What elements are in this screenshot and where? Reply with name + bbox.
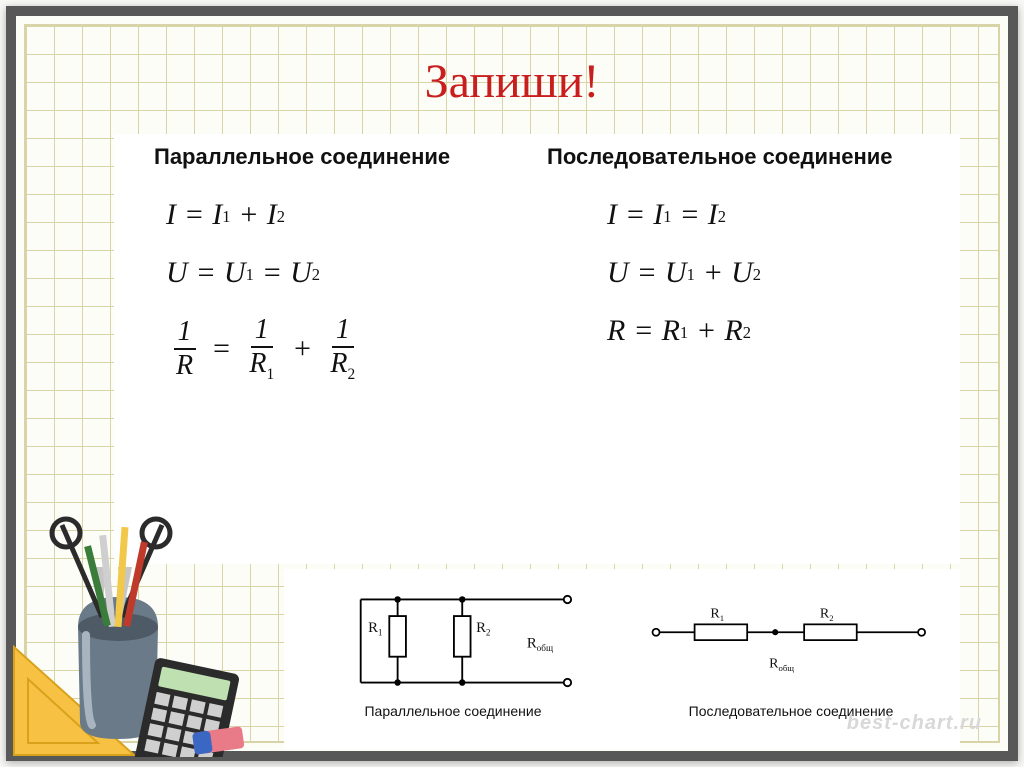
var-I2: I [267,198,277,232]
op-plus: + [696,314,716,348]
heading-series: Последовательное соединение [547,144,920,170]
sub-2: 2 [718,207,726,227]
caption-parallel: Параллельное соединение [364,703,541,719]
num-1: 1 [251,314,273,348]
formula-parallel-voltage: U = U1 = U2 [166,256,527,290]
var-R2: R [724,314,742,348]
var-U1: U [665,256,687,290]
var-I1: I [653,198,663,232]
parallel-circuit-svg: R1 R2 Rобщ [304,581,602,701]
var-U2: U [731,256,753,290]
op-plus: + [239,198,259,232]
sub-1: 1 [663,207,671,227]
label-R2: R2 [476,620,491,638]
whiteboard-frame: Запиши! Параллельное соединение I = I1 +… [6,6,1018,761]
series-circuit-svg: R1 R2 Rобщ [642,581,940,701]
diagram-parallel: R1 R2 Rобщ Параллельное соединение [304,581,602,739]
op-eq: = [184,198,204,232]
heading-parallel: Параллельное соединение [154,144,527,170]
op-eq: = [262,256,282,290]
den-R1-sub: 1 [266,366,274,383]
frac-1-R: 1 R [172,316,197,382]
label-Rtot: Rобщ [769,656,794,673]
label-R1: R1 [368,620,383,638]
sub-2: 2 [277,207,285,227]
page-title: Запиши! [24,54,1000,109]
var-U2: U [290,256,312,290]
op-eq: = [637,256,657,290]
var-R1: R [662,314,680,348]
column-series: Последовательное соединение I = I1 = I2 … [537,144,930,408]
var-R: R [607,314,625,348]
var-I1: I [212,198,222,232]
var-I: I [166,198,176,232]
var-U: U [607,256,629,290]
label-Rtot: Rобщ [527,635,553,653]
den-R1-var: R [249,348,266,379]
var-I: I [607,198,617,232]
formulas-panel: Параллельное соединение I = I1 + I2 U = [114,134,960,564]
formula-parallel-current: I = I1 + I2 [166,198,527,232]
frac-1-R1: 1 R1 [245,314,278,384]
var-U: U [166,256,188,290]
formula-series-resistance: R = R1 + R2 [607,314,920,348]
op-eq: = [625,198,645,232]
den-R2: R2 [326,348,359,384]
frac-1-R2: 1 R2 [326,314,359,384]
column-parallel: Параллельное соединение I = I1 + I2 U = [144,144,537,408]
sub-1: 1 [680,323,688,343]
op-eq: = [196,256,216,290]
den-R2-var: R [330,348,347,379]
sub-2: 2 [753,265,761,285]
den-R1: R1 [245,348,278,384]
label-R1: R1 [710,606,724,623]
sub-1: 1 [246,265,254,285]
den-R: R [172,350,197,382]
label-R2: R2 [820,606,834,623]
sub-2: 2 [743,323,751,343]
op-eq: = [211,332,231,366]
var-I2: I [708,198,718,232]
formula-series-current: I = I1 = I2 [607,198,920,232]
formula-parallel-resistance: 1 R = 1 R1 + 1 R2 [166,314,527,384]
sub-1: 1 [222,207,230,227]
den-R2-sub: 2 [348,366,356,383]
num-1: 1 [174,316,196,350]
op-plus: + [703,256,723,290]
sub-1: 1 [687,265,695,285]
var-U1: U [224,256,246,290]
op-plus: + [292,332,312,366]
formula-series-voltage: U = U1 + U2 [607,256,920,290]
sub-2: 2 [312,265,320,285]
watermark: best-chart.ru [847,712,982,735]
num-1: 1 [332,314,354,348]
op-eq: = [633,314,653,348]
slide-content: Запиши! Параллельное соединение I = I1 +… [24,24,1000,743]
op-eq: = [680,198,700,232]
